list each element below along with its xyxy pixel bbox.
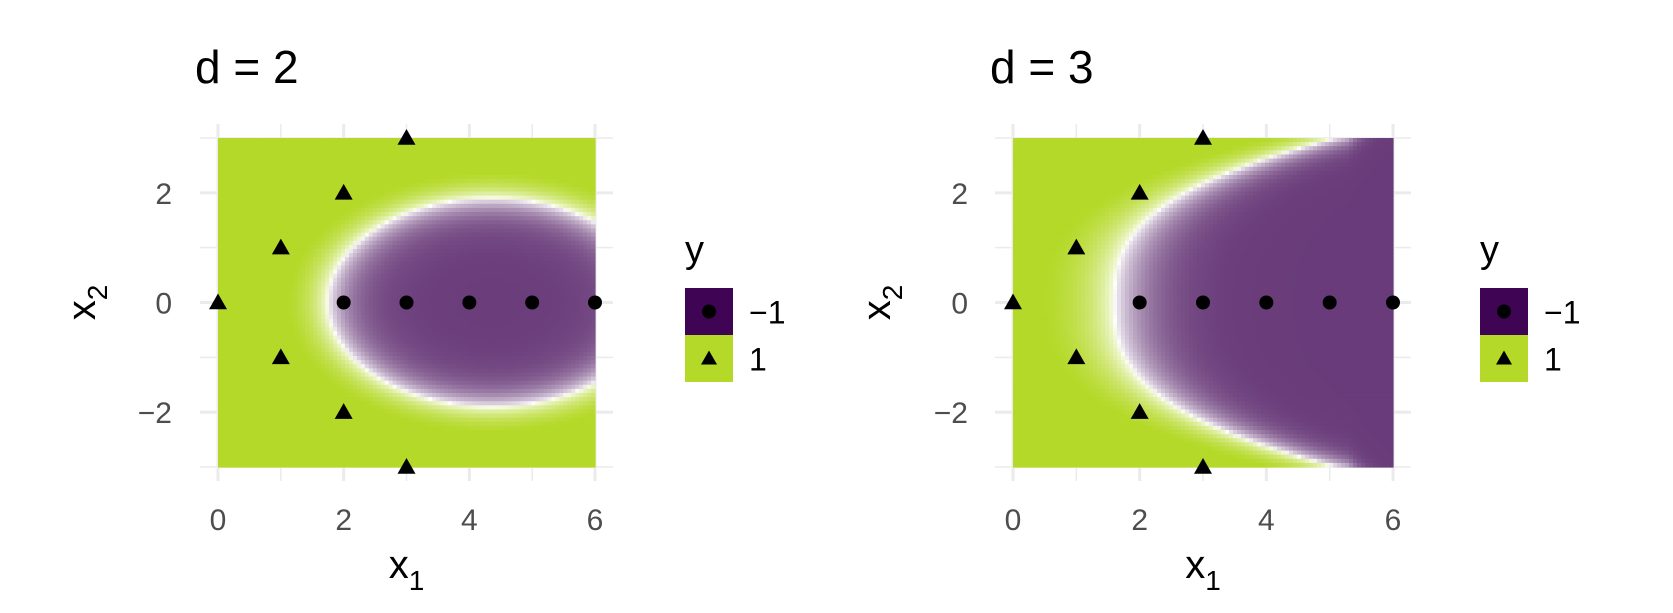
y-tick-label: 2	[951, 178, 968, 211]
point-negative	[1386, 295, 1400, 310]
point-positive	[209, 293, 227, 310]
x-tick-label: 4	[461, 504, 478, 537]
x-axis-label: x1	[1185, 543, 1221, 596]
point-positive	[334, 403, 353, 419]
point-negative	[462, 295, 477, 310]
point-negative	[336, 295, 351, 310]
panel-title: d = 2	[195, 41, 299, 93]
point-positive	[1130, 403, 1149, 419]
panel-title: d = 3	[990, 41, 1094, 93]
y-tick-label: 2	[155, 178, 172, 211]
legend: y −1 1	[1480, 229, 1580, 382]
point-negative	[1259, 295, 1274, 310]
x-axis-label: x1	[389, 543, 425, 596]
chart-panel-d2: d = 2 0 2 4 6 −2 0 2 x1 x2 y −1 1	[60, 41, 785, 596]
point-positive	[334, 183, 353, 200]
legend-circle-marker	[702, 304, 716, 319]
legend-label: −1	[1544, 295, 1580, 331]
point-positive	[1067, 348, 1086, 365]
point-positive	[1067, 238, 1086, 255]
point-positive	[1194, 129, 1212, 145]
y-axis-label: x2	[855, 285, 908, 321]
legend: y −1 1	[685, 229, 785, 382]
legend-title: y	[1480, 229, 1499, 271]
point-positive	[1130, 183, 1149, 200]
legend-circle-marker	[1497, 304, 1511, 319]
legend-title: y	[685, 229, 704, 271]
point-positive	[1194, 458, 1212, 474]
legend-label: 1	[749, 342, 767, 378]
legend-triangle-marker	[1496, 350, 1512, 365]
y-tick-label: −2	[934, 397, 968, 430]
y-tick-label: 0	[155, 288, 172, 321]
x-tick-label: 0	[1005, 504, 1022, 537]
point-negative	[1196, 295, 1210, 310]
point-negative	[1132, 295, 1147, 310]
data-points	[1004, 129, 1400, 474]
point-positive	[1004, 293, 1022, 310]
point-negative	[525, 295, 540, 310]
point-negative	[1322, 295, 1337, 310]
y-axis-label: x2	[60, 285, 113, 321]
point-positive	[271, 238, 290, 255]
point-negative	[399, 295, 414, 310]
data-points	[209, 129, 602, 474]
decision-heatmap	[218, 138, 596, 468]
chart-panel-d3: d = 3 0 2 4 6 −2 0 2 x1 x2 y −1 1	[855, 41, 1580, 596]
point-positive	[397, 129, 416, 145]
x-tick-label: 0	[210, 504, 227, 537]
legend-label: −1	[749, 295, 785, 331]
x-tick-label: 4	[1258, 504, 1275, 537]
legend-triangle-marker	[701, 350, 717, 365]
point-negative	[588, 295, 602, 310]
y-tick-label: −2	[138, 397, 172, 430]
decision-heatmap	[1013, 138, 1394, 468]
x-tick-label: 2	[1131, 504, 1148, 537]
x-tick-label: 6	[587, 504, 604, 537]
x-tick-label: 2	[335, 504, 352, 537]
y-tick-label: 0	[951, 288, 968, 321]
legend-label: 1	[1544, 342, 1562, 378]
point-positive	[271, 348, 290, 365]
x-tick-label: 6	[1385, 504, 1402, 537]
point-positive	[397, 458, 416, 474]
